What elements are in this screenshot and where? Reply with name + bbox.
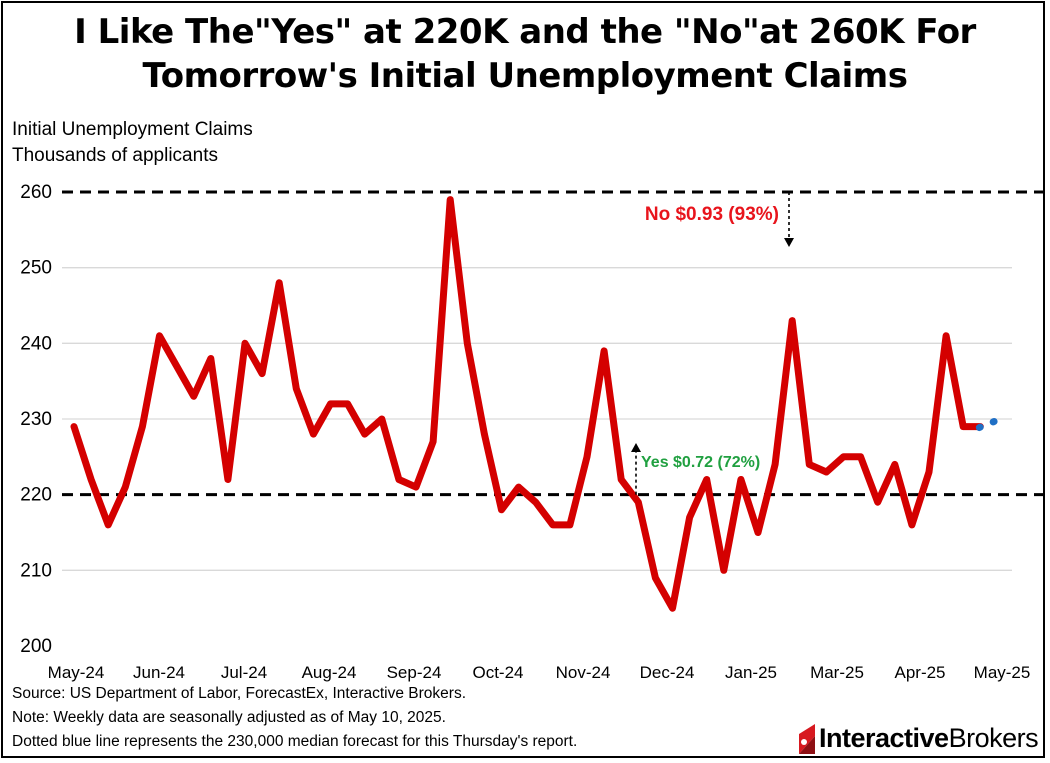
no-arrowhead (784, 238, 794, 247)
title-line-1: I Like The"Yes" at 220K and the "No"at 2… (74, 12, 976, 52)
yes-label: Yes $0.72 (72%) (641, 454, 760, 471)
x-tick-label: Apr-25 (894, 663, 945, 682)
yes-arrowhead (631, 443, 641, 452)
x-tick-label: Mar-25 (810, 663, 864, 682)
x-tick-label: Jul-24 (221, 663, 267, 682)
y-tick-label: 220 (20, 485, 52, 506)
x-tick-label: Nov-24 (556, 663, 611, 682)
chart-title: I Like The"Yes" at 220K and the "No"at 2… (0, 10, 1050, 98)
y-tick-label: 210 (20, 560, 52, 581)
x-tick-label: Aug-24 (302, 663, 357, 682)
x-tick-label: Jan-25 (725, 663, 777, 682)
y-axis-title: Initial Unemployment Claims (12, 119, 253, 140)
interactive-brokers-logo: InteractiveBrokers (795, 718, 1039, 758)
title-line-2: Tomorrow's Initial Unemployment Claims (142, 56, 908, 96)
x-tick-label: Oct-24 (472, 663, 523, 682)
y-tick-label: 230 (20, 409, 52, 430)
forecast-line (975, 415, 1004, 432)
data-note: Note: Weekly data are seasonally adjuste… (12, 709, 446, 726)
claims-series-line (70, 196, 984, 612)
x-tick-label: May-25 (974, 663, 1031, 682)
y-tick-label: 250 (20, 258, 52, 279)
interactive-brokers-logo-icon (799, 724, 815, 754)
x-tick-label: Dec-24 (640, 663, 695, 682)
y-tick-label: 240 (20, 333, 52, 354)
x-tick-label: Jun-24 (133, 663, 185, 682)
no-label: No $0.93 (93%) (645, 204, 779, 225)
logo-text-brokers: Brokers (948, 722, 1039, 753)
logo-text-interactive: Interactive (819, 722, 949, 753)
y-tick-label: 200 (20, 636, 52, 657)
x-tick-label: Sep-24 (387, 663, 442, 682)
source-note: Source: US Department of Labor, Forecast… (12, 685, 467, 702)
y-tick-label: 260 (20, 182, 52, 203)
forecast-note: Dotted blue line represents the 230,000 … (12, 733, 578, 750)
x-tick-label: May-24 (48, 663, 105, 682)
y-axis-units: Thousands of applicants (12, 145, 218, 166)
